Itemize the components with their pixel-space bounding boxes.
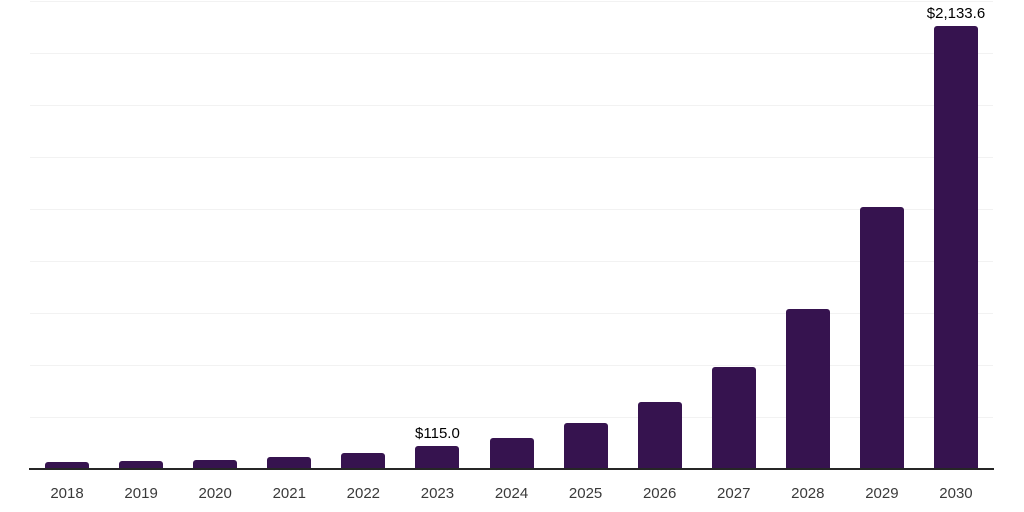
bar-2022 [341, 453, 386, 470]
bar-2020 [193, 459, 238, 470]
bar-slot-2021 [252, 0, 326, 470]
x-tick-2027: 2027 [717, 485, 751, 502]
plot-area: $115.0 $2,133.6 [30, 0, 993, 470]
bar-slot-2018 [30, 0, 104, 470]
x-tick-2024: 2024 [494, 485, 529, 502]
bars-container: $115.0 $2,133.6 [30, 0, 993, 470]
gridline-1250 [30, 209, 993, 210]
bar-2019 [119, 461, 164, 470]
x-tick-2025: 2025 [568, 485, 603, 502]
bar-2018 [45, 462, 90, 470]
x-tick-2021: 2021 [272, 485, 306, 502]
bar-slot-2028 [771, 0, 845, 470]
gridline-2250 [30, 1, 993, 2]
bar-2029 [859, 206, 904, 470]
bar-2024 [489, 437, 534, 470]
x-tick-2029: 2029 [865, 485, 899, 502]
bar-2027 [711, 366, 756, 470]
bar-slot-2020 [178, 0, 252, 470]
gridlines [30, 0, 993, 470]
x-axis-labels: 2018 2019 2020 2021 2022 2023 2024 2025 2026 2027… [30, 485, 993, 503]
bar-2030 [933, 26, 978, 470]
bar-2023 [415, 446, 460, 470]
bar-2028 [785, 309, 830, 470]
bar-slot-2025 [549, 0, 623, 470]
gridline-1000 [30, 261, 993, 262]
bar-slot-2026 [623, 0, 697, 470]
value-label-2030: $2,133.6 [926, 5, 986, 23]
value-label-2023: $115.0 [415, 425, 460, 443]
gridline-1750 [30, 105, 993, 106]
gridline-2000 [30, 53, 993, 54]
x-tick-2022: 2022 [346, 485, 381, 502]
bar-2026 [637, 402, 682, 470]
bar-slot-2024 [474, 0, 548, 470]
gridline-250 [30, 417, 993, 418]
gridline-1500 [30, 157, 993, 158]
x-tick-2030: 2030 [939, 485, 973, 502]
x-tick-2018: 2018 [50, 485, 84, 502]
bar-slot-2019 [104, 0, 178, 470]
x-axis-line [29, 468, 994, 470]
x-tick-2028: 2028 [791, 485, 825, 502]
gridline-750 [30, 313, 993, 314]
gridline-500 [30, 365, 993, 366]
bar-2021 [267, 456, 312, 470]
bar-2025 [563, 422, 608, 470]
x-tick-2026: 2026 [642, 485, 677, 502]
bar-slot-2027 [697, 0, 771, 470]
bar-slot-2029 [845, 0, 919, 470]
x-tick-2023: 2023 [420, 485, 455, 502]
x-tick-2019: 2019 [124, 485, 158, 502]
bar-slot-2022 [326, 0, 400, 470]
bar-slot-2023: $115.0 [400, 0, 474, 470]
x-tick-2020: 2020 [198, 485, 232, 502]
bar-slot-2030: $2,133.6 [919, 0, 993, 470]
